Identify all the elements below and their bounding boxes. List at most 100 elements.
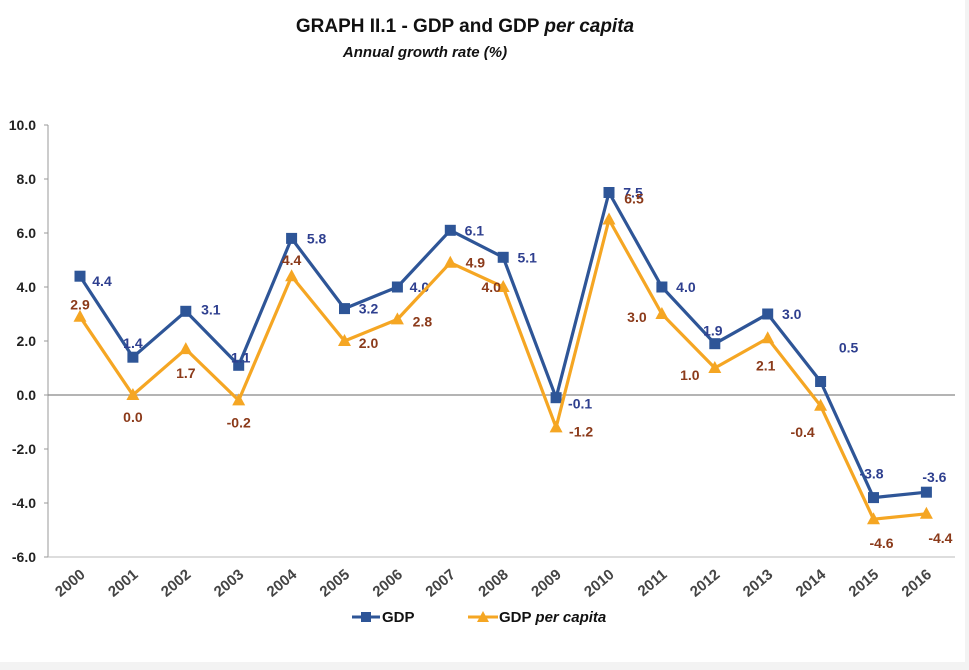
y-tick-label: 6.0	[17, 225, 37, 241]
gdp-per-capita-marker	[867, 512, 880, 525]
gdp-data-label: 5.8	[307, 230, 327, 246]
gdp-per-capita-marker	[602, 212, 616, 225]
x-tick-label: 2010	[581, 566, 617, 600]
x-tick-label: 2006	[369, 566, 405, 600]
gdp-data-label: -3.6	[922, 469, 946, 485]
gdp-per-capita-marker	[814, 398, 828, 411]
legend-gdp-label: GDP	[382, 609, 415, 626]
gdp-per-capita-marker	[338, 334, 351, 346]
gdp-marker	[603, 187, 615, 198]
gdp-per-capita-marker	[496, 280, 510, 292]
gdp-marker	[444, 224, 456, 236]
gdp-per-capita-marker	[285, 269, 299, 282]
y-tick-label: 8.0	[17, 171, 37, 187]
gdp-data-label: -3.8	[859, 466, 883, 482]
gdp-per-capita-data-label: -4.4	[928, 530, 952, 546]
gdp-per-capita-marker	[655, 307, 669, 319]
chart-title: GRAPH II.1 - GDP and GDP per capita	[0, 16, 930, 38]
gdp-per-capita-data-label: 3.0	[627, 309, 647, 325]
gdp-per-capita-data-label: 1.7	[176, 365, 196, 381]
y-tick-label: 0.0	[17, 387, 37, 403]
title-main: GRAPH II.1 - GDP and GDP	[295, 16, 545, 37]
gdp-per-capita-marker	[708, 361, 722, 373]
gdp-marker	[762, 308, 774, 320]
gdp-per-capita-data-label: -1.2	[569, 423, 593, 439]
gdp-per-capita-marker	[390, 312, 404, 325]
gdp-per-capita-line	[78, 217, 927, 521]
gdp-data-label: 1.1	[231, 349, 251, 365]
gdp-data-label: 6.1	[465, 222, 485, 238]
gdp-marker	[920, 486, 932, 498]
gdp-marker	[127, 351, 139, 363]
legend-pc-marker	[477, 611, 489, 622]
gdp-marker	[868, 492, 879, 504]
gdp-data-label: 3.0	[782, 306, 802, 322]
gdp-per-capita-data-label: -0.2	[227, 414, 251, 430]
gdp-marker	[74, 270, 86, 282]
axes	[47, 125, 955, 558]
gdp-per-capita-data-label: 6.5	[624, 191, 644, 207]
legend-pc-label-italic: per capita	[534, 609, 606, 626]
gdp-marker	[497, 251, 509, 263]
legend-gdp-marker	[361, 612, 371, 622]
gdp-per-capita-marker	[126, 388, 140, 400]
gdp-marker	[550, 392, 562, 404]
gdp-data-label: 1.4	[123, 335, 143, 351]
y-tick-label: -4.0	[12, 495, 36, 511]
title-italic: per capita	[544, 16, 635, 37]
gdp-marker	[339, 303, 350, 315]
x-tick-label: 2003	[211, 566, 247, 600]
x-tick-label: 2001	[105, 566, 141, 600]
gdp-per-capita-marker	[232, 393, 246, 406]
gdp-per-capita-data-label: 2.1	[756, 357, 776, 373]
y-tick-label: 2.0	[17, 333, 37, 349]
y-tick-label: -6.0	[12, 549, 36, 565]
y-tick-label: 4.0	[17, 279, 37, 295]
gdp-data-label: 3.2	[359, 301, 379, 317]
gdp-data-label: 7.5	[623, 185, 643, 201]
y-ticks: -6.0 -4.0 -2.0 0.0 2.0 4.0 6.0 8.0 10.0	[9, 117, 48, 565]
gdp-per-capita-marker	[761, 331, 775, 344]
gdp-marker	[286, 232, 298, 244]
gdp-per-capita-marker	[549, 420, 563, 433]
gdp-per-capita-data-label: 2.0	[359, 335, 379, 351]
gdp-per-capita-data-label: -0.4	[791, 424, 815, 440]
gdp-per-capita-marker	[919, 506, 933, 519]
x-ticks: 2000 2001 2002 2003 2004 2005 2006 2007 2008 2009…	[52, 566, 935, 601]
gdp-per-capita-data-label: 4.4	[282, 252, 302, 268]
gdp-marker	[180, 305, 192, 317]
x-tick-label: 2012	[687, 566, 723, 600]
gdp-data-label: 4.0	[676, 279, 696, 295]
gdp-marker	[815, 376, 827, 387]
gdp-marker	[709, 338, 721, 350]
series-gdp-per-capita: 2.9 0.0 1.7 -0.2 4.4 2.0 2.8 4.9 4.0 -1.2 6.5 3.0 1.…	[70, 191, 952, 552]
gdp-per-capita-marker	[443, 255, 457, 268]
x-tick-label: 2009	[528, 566, 564, 600]
x-tick-label: 2000	[52, 566, 88, 600]
series-gdp: 4.4 1.4 3.1 1.1 5.8 3.2 4.0 6.1 5.1 -0.1 7.5 4.0 1.9…	[74, 185, 947, 504]
legend-pc-label: GDP per capita	[499, 609, 606, 626]
gdp-per-capita-data-label: 0.0	[123, 409, 143, 425]
y-tick-label: 10.0	[9, 117, 36, 133]
y-tick-label: -2.0	[12, 441, 36, 457]
x-tick-label: 2008	[475, 566, 511, 600]
legend-pc-label-main: GDP	[499, 609, 535, 626]
x-tick-label: 2015	[846, 566, 882, 600]
gdp-marker	[391, 281, 403, 293]
gdp-data-label: 0.5	[839, 340, 859, 356]
gdp-marker	[233, 359, 245, 371]
x-tick-label: 2014	[793, 566, 830, 601]
gdp-marker	[656, 281, 668, 293]
gdp-per-capita-data-label: 4.0	[481, 279, 501, 295]
gdp-line	[78, 190, 927, 500]
x-tick-label: 2004	[264, 566, 301, 601]
gdp-data-label: -0.1	[568, 396, 592, 412]
gdp-data-label: 4.4	[92, 273, 112, 289]
x-tick-label: 2011	[635, 566, 671, 600]
gdp-per-capita-data-label: 2.8	[413, 313, 433, 329]
gdp-per-capita-marker	[179, 342, 193, 355]
x-tick-label: 2007	[422, 566, 458, 600]
gdp-per-capita-data-label: -4.6	[869, 535, 893, 551]
legend: GDP GDP per capita	[352, 609, 606, 626]
